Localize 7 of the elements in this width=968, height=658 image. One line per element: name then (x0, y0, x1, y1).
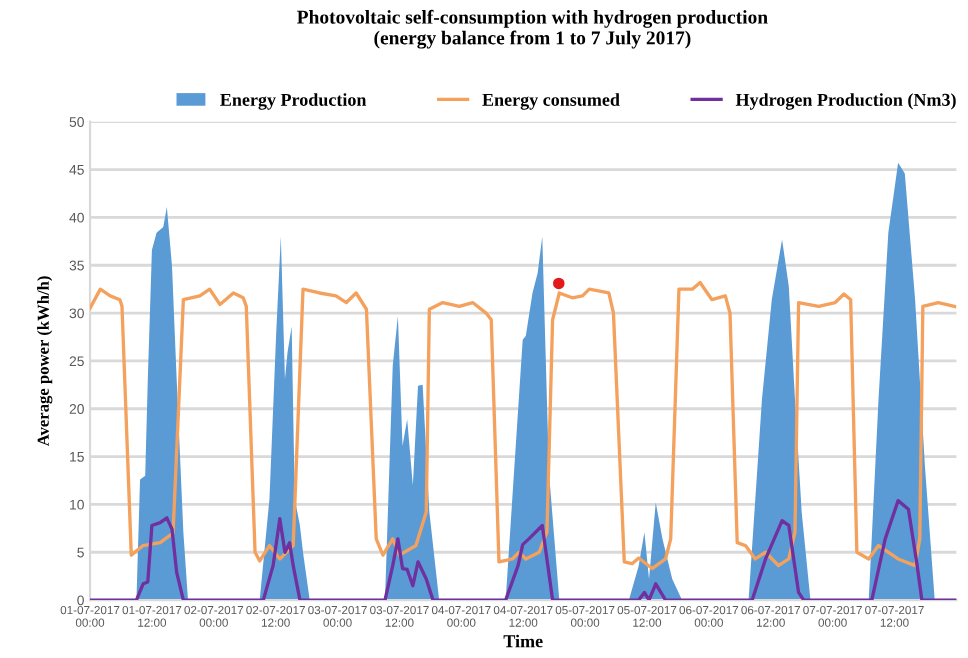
legend-label: Energy consumed (482, 93, 620, 110)
y-axis-title: Average power (kWh/h) (37, 276, 53, 447)
x-axis-title: Time (503, 634, 543, 648)
legend-label: Energy Production (220, 93, 367, 110)
line-series (90, 280, 957, 571)
chart-title: Photovoltaic self-consumption with hydrogen production (energy balance from 1 to 7 July 2017) (297, 9, 768, 49)
legend-label: Hydrogen Production (Nm3) (735, 93, 956, 110)
